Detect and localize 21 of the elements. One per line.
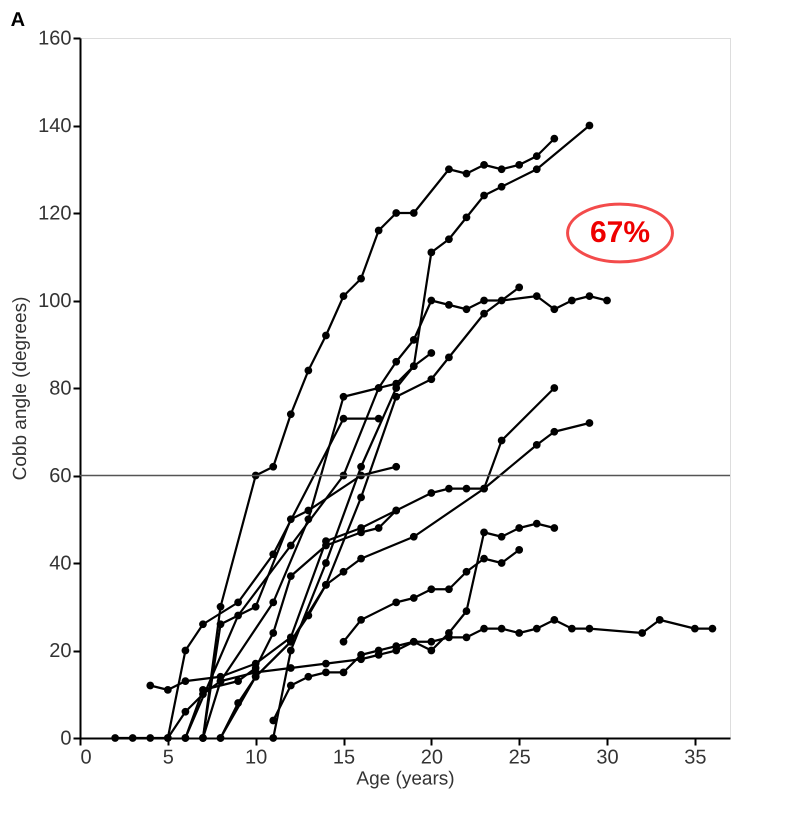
x-tick-label: 25: [508, 746, 531, 768]
y-axis-title: Cobb angle (degrees): [10, 296, 32, 480]
x-tick-label: 15: [332, 746, 356, 768]
x-tick-label: 0: [80, 746, 92, 768]
y-tick-label: 20: [49, 640, 72, 662]
chart-title: A: [10, 9, 26, 31]
y-tick-label: 0: [60, 728, 72, 750]
x-tick-label: 5: [162, 746, 174, 768]
x-tick-label: 20: [420, 746, 443, 768]
y-tick-label: 40: [49, 552, 72, 574]
x-tick-label: 10: [245, 746, 268, 768]
x-tick-label: 35: [684, 746, 706, 768]
y-tick-label: 60: [49, 465, 72, 487]
y-tick-label: 100: [38, 290, 72, 312]
y-tick-label: 140: [38, 115, 72, 137]
x-axis-title: Age (years): [356, 768, 455, 790]
y-tick-label: 120: [38, 202, 72, 224]
y-tick-label: 80: [49, 378, 72, 400]
y-tick-label: 160: [38, 28, 72, 50]
x-tick-label: 30: [596, 746, 619, 768]
annotation: 67%: [590, 216, 650, 249]
